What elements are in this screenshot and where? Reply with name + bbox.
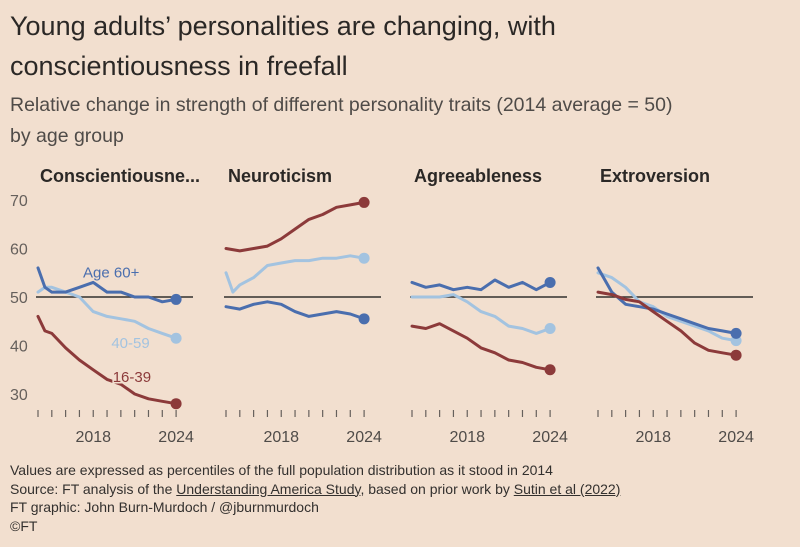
x-tick-label-neuroticism-2024: 2024: [346, 429, 382, 446]
end-point-conscientiousne-16-39: [170, 398, 182, 410]
end-point-agreeableness-40-59: [544, 323, 556, 335]
small-multiples-chart: 30 40 50 60 70 Conscientiousne... 2018 2024 40-5…: [10, 166, 754, 446]
panel-title-neuroticism: Neuroticism: [228, 166, 332, 186]
y-tick-label-40: 40: [10, 339, 28, 356]
x-tick-label-extroversion-2024: 2024: [718, 429, 754, 446]
x-tick-label-conscientiousne-2024: 2024: [158, 429, 194, 446]
x-tick-label-conscientiousne-2018: 2018: [75, 429, 111, 446]
x-tick-label-agreeableness-2018: 2018: [449, 429, 485, 446]
chart-subtitle-line2: by age group: [10, 125, 124, 147]
series-line-neuroticism-age-60-: [224, 300, 366, 321]
series-line-conscientiousne-40-59: [36, 285, 178, 340]
series-label-40-59: 40-59: [111, 335, 149, 352]
source-link-sutin-et-al[interactable]: Sutin et al (2022): [513, 480, 621, 497]
end-point-neuroticism-age-60-: [358, 313, 370, 325]
graphic-credit: FT graphic: John Burn-Murdoch / @jburnmu…: [10, 499, 319, 515]
series-line-neuroticism-40-59: [224, 254, 366, 294]
series-line-agreeableness-16-39: [410, 322, 552, 372]
end-point-conscientiousne-40-59: [170, 332, 182, 344]
end-point-conscientiousne-age-60-: [170, 293, 182, 305]
series-line-agreeableness-40-59: [410, 293, 552, 335]
series-line-conscientiousne-16-39: [36, 314, 178, 406]
panel-title-extroversion: Extroversion: [600, 166, 710, 186]
x-tick-label-agreeableness-2024: 2024: [532, 429, 568, 446]
panel-title-conscientiousne: Conscientiousne...: [40, 166, 200, 186]
y-tick-label-50: 50: [10, 290, 28, 307]
end-point-extroversion-16-39: [730, 349, 742, 361]
y-tick-label-70: 70: [10, 193, 28, 210]
source-prefix: Source: FT analysis of the: [10, 480, 177, 497]
chart-title: Young adults’ personalities are changing…: [10, 6, 790, 86]
end-point-neuroticism-40-59: [358, 252, 370, 264]
y-tick-label-30: 30: [10, 387, 28, 404]
panel-title-agreeableness: Agreeableness: [414, 166, 542, 186]
footnote: Values are expressed as percentiles of t…: [10, 462, 553, 478]
chart-title-line1: Young adults’ personalities are changing…: [10, 11, 556, 41]
series-line-extroversion-age-60-: [596, 266, 738, 335]
series-line-conscientiousne-age-60-: [36, 266, 178, 304]
end-point-agreeableness-age-60-: [544, 276, 556, 288]
source-link-understanding-america-study[interactable]: Understanding America Study: [176, 480, 361, 497]
end-point-agreeableness-16-39: [544, 364, 556, 376]
end-point-neuroticism-16-39: [358, 196, 370, 208]
copyright: ©FT: [10, 517, 38, 534]
chart-title-line2: conscientiousness in freefall: [10, 51, 348, 81]
series-line-extroversion-16-39: [596, 290, 738, 357]
chart-subtitle-line1: Relative change in strength of different…: [10, 94, 673, 116]
source-middle: , based on prior work by: [360, 480, 514, 497]
series-line-extroversion-40-59: [596, 271, 738, 343]
series-label-16-39: 16-39: [113, 369, 151, 386]
source-line: Source: FT analysis of the Understanding…: [10, 480, 790, 499]
series-line-neuroticism-16-39: [224, 200, 366, 253]
x-tick-label-neuroticism-2018: 2018: [263, 429, 299, 446]
chart-subtitle: Relative change in strength of different…: [10, 90, 790, 152]
series-label-age-60-: Age 60+: [83, 265, 140, 282]
series-line-agreeableness-age-60-: [410, 278, 552, 292]
y-tick-label-60: 60: [10, 242, 28, 259]
end-point-extroversion-age-60-: [730, 327, 742, 339]
x-tick-label-extroversion-2018: 2018: [635, 429, 671, 446]
chart-footer: Values are expressed as percentiles of t…: [10, 461, 790, 535]
